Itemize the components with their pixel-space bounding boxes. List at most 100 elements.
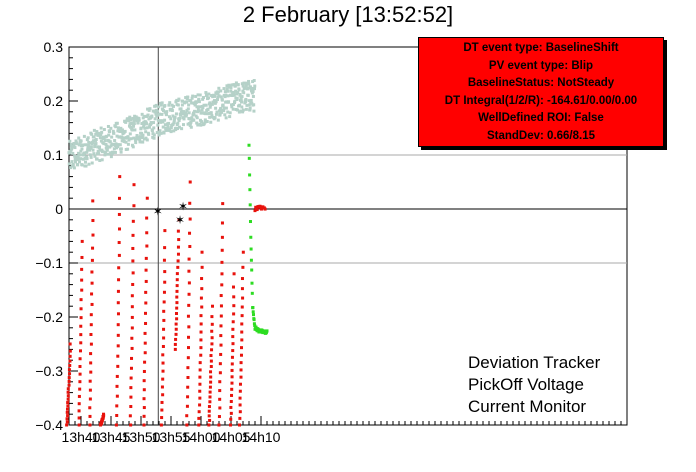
data-point-deviation-tracker: [160, 385, 164, 389]
data-point-current-monitor: [241, 84, 245, 88]
data-point-deviation-tracker: [187, 257, 191, 261]
data-point-current-monitor: [200, 111, 204, 115]
data-point-deviation-tracker: [115, 413, 119, 417]
data-point-current-monitor: [198, 105, 202, 109]
data-point-current-monitor: [217, 109, 221, 113]
data-point-deviation-tracker: [198, 382, 202, 386]
data-point-deviation-tracker: [187, 281, 191, 285]
data-point-current-monitor: [244, 107, 248, 111]
data-point-current-monitor: [123, 129, 127, 133]
data-point-deviation-tracker: [188, 180, 192, 184]
data-point-current-monitor: [245, 103, 249, 107]
data-point-current-monitor: [167, 103, 171, 107]
data-point-deviation-tracker: [66, 394, 70, 398]
data-point-current-monitor: [162, 131, 166, 135]
data-point-current-monitor: [110, 142, 114, 146]
data-point-deviation-tracker: [88, 414, 92, 418]
data-point-deviation-tracker: [66, 404, 70, 408]
data-point-current-monitor: [83, 160, 87, 164]
data-point-current-monitor: [217, 86, 221, 90]
data-point-deviation-tracker: [239, 353, 243, 357]
data-point-current-monitor: [210, 115, 214, 119]
data-point-deviation-tracker: [254, 205, 258, 209]
chart-legend: Deviation Tracker PickOff Voltage Curren…: [468, 352, 600, 418]
data-point-current-monitor: [131, 145, 135, 149]
data-point-current-monitor: [203, 118, 207, 122]
data-point-current-monitor: [249, 98, 253, 102]
data-point-deviation-tracker: [115, 374, 119, 378]
data-point-current-monitor: [152, 133, 156, 137]
data-point-current-monitor: [142, 137, 146, 141]
data-point-current-monitor: [99, 139, 103, 143]
data-point-current-monitor: [232, 91, 236, 95]
legend-entry-pickoff-voltage: PickOff Voltage: [468, 375, 584, 394]
data-point-current-monitor: [209, 120, 213, 124]
data-point-deviation-tracker: [77, 409, 81, 413]
data-point-current-monitor: [103, 153, 107, 157]
data-point-deviation-tracker: [143, 341, 147, 345]
legend-entry-deviation-tracker: Deviation Tracker: [468, 353, 601, 372]
data-point-current-monitor: [116, 145, 120, 149]
data-point-deviation-tracker: [185, 414, 189, 418]
data-point-current-monitor: [141, 140, 145, 144]
data-point-current-monitor: [102, 142, 106, 146]
data-point-current-monitor: [142, 122, 146, 126]
data-point-current-monitor: [217, 94, 221, 98]
data-point-deviation-tracker: [65, 420, 69, 424]
data-point-deviation-tracker: [142, 379, 146, 383]
data-point-deviation-tracker: [176, 265, 180, 269]
data-point-current-monitor: [190, 96, 194, 100]
data-point-current-monitor: [176, 103, 180, 107]
data-point-deviation-tracker: [145, 231, 149, 235]
data-point-current-monitor: [228, 115, 232, 119]
data-point-current-monitor: [94, 142, 98, 146]
data-point-current-monitor: [202, 122, 206, 126]
data-point-deviation-tracker: [131, 259, 135, 263]
data-point-current-monitor: [156, 123, 160, 127]
data-point-current-monitor: [194, 114, 198, 118]
data-point-current-monitor: [149, 121, 153, 125]
data-point-current-monitor: [221, 104, 225, 108]
x-tick-label: 13h55: [152, 429, 191, 445]
data-point-deviation-tracker: [187, 292, 191, 296]
data-point-current-monitor: [236, 83, 240, 87]
data-point-current-monitor: [176, 121, 180, 125]
data-point-current-monitor: [133, 128, 137, 132]
data-point-current-monitor: [117, 143, 121, 147]
data-point-current-monitor: [127, 119, 131, 123]
data-point-current-monitor: [112, 147, 116, 151]
data-point-deviation-tracker: [89, 342, 93, 346]
data-point-deviation-tracker: [238, 423, 242, 427]
data-point-current-monitor: [76, 158, 80, 162]
data-point-deviation-tracker: [199, 314, 203, 318]
data-point-current-monitor: [233, 84, 237, 88]
data-point-current-monitor: [169, 117, 173, 121]
data-point-current-monitor: [154, 103, 158, 107]
data-point-deviation-tracker: [78, 387, 82, 391]
data-point-pickoff-voltage: [249, 220, 252, 224]
data-point-current-monitor: [162, 109, 165, 113]
data-point-current-monitor: [129, 118, 133, 122]
data-point-current-monitor: [110, 135, 114, 139]
data-point-current-monitor: [234, 81, 238, 85]
data-point-deviation-tracker: [117, 196, 121, 200]
data-point-deviation-tracker: [263, 207, 267, 211]
data-point-deviation-tracker: [258, 204, 262, 208]
data-point-deviation-tracker: [89, 332, 93, 336]
data-point-current-monitor: [150, 129, 154, 133]
data-point-current-monitor: [161, 125, 165, 129]
data-point-current-monitor: [201, 96, 205, 100]
data-point-current-monitor: [73, 154, 77, 158]
data-point-current-monitor: [126, 136, 130, 140]
data-point-current-monitor: [158, 129, 162, 133]
data-point-current-monitor: [132, 119, 136, 123]
data-point-current-monitor: [113, 150, 117, 154]
data-point-deviation-tracker: [66, 390, 70, 394]
data-point-deviation-tracker: [208, 390, 212, 394]
data-point-deviation-tracker: [232, 272, 236, 276]
data-point-current-monitor: [116, 126, 120, 130]
data-point-current-monitor: [97, 152, 101, 156]
data-point-pickoff-voltage: [248, 203, 252, 207]
data-point-deviation-tracker: [131, 271, 135, 275]
data-point-current-monitor: [132, 124, 136, 128]
